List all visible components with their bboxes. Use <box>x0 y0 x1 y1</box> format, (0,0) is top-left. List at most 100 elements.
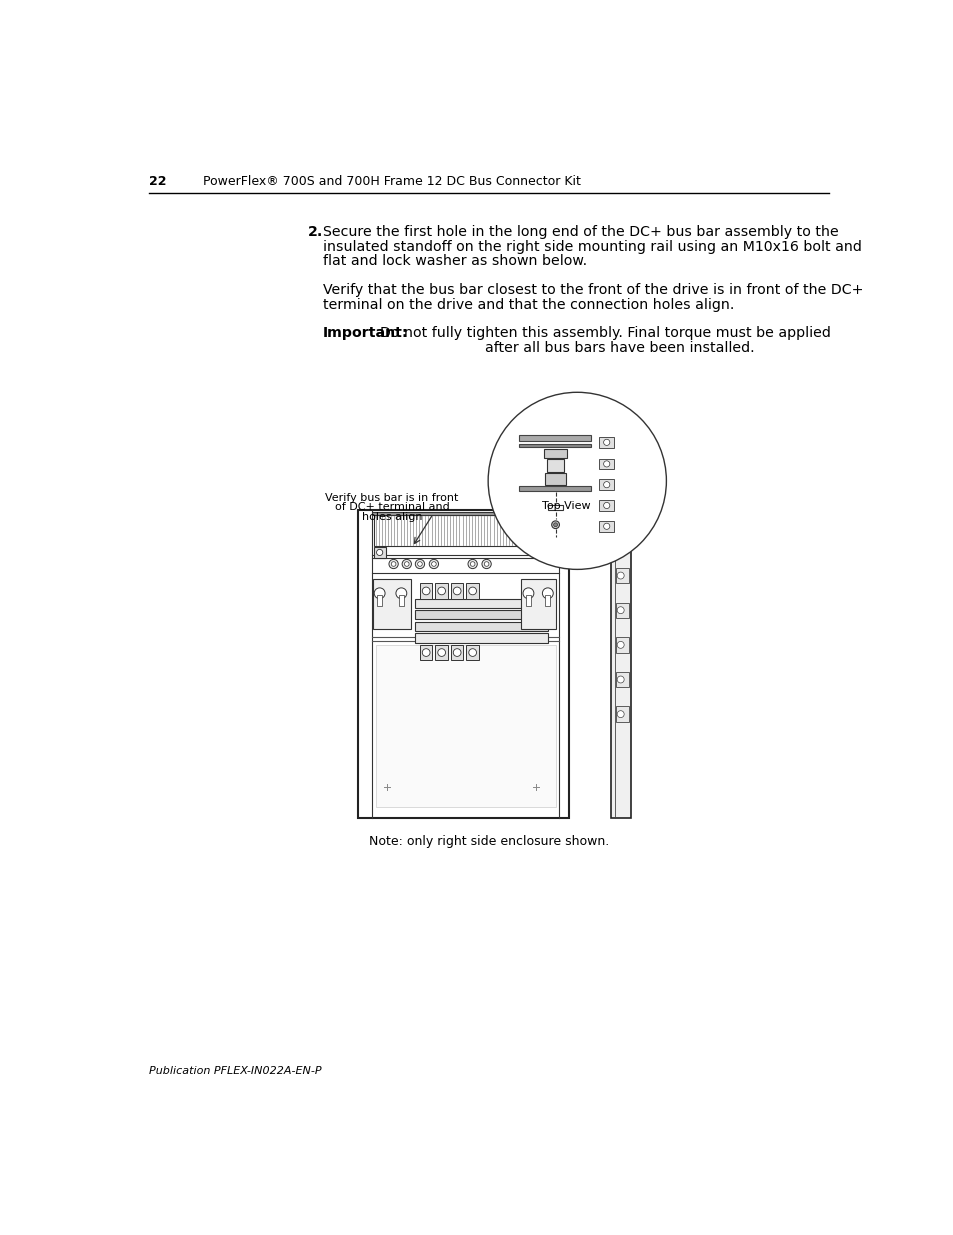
Text: PowerFlex® 700S and 700H Frame 12 DC Bus Connector Kit: PowerFlex® 700S and 700H Frame 12 DC Bus… <box>203 175 580 188</box>
Circle shape <box>551 521 558 529</box>
Circle shape <box>404 562 409 567</box>
Text: flat and lock washer as shown below.: flat and lock washer as shown below. <box>323 254 587 268</box>
Circle shape <box>468 648 476 656</box>
Circle shape <box>374 588 385 599</box>
Text: 2.: 2. <box>308 225 323 240</box>
Circle shape <box>389 559 397 568</box>
Text: 22: 22 <box>149 175 166 188</box>
Circle shape <box>468 587 476 595</box>
Circle shape <box>542 588 553 599</box>
Bar <box>518 487 591 490</box>
Bar <box>419 645 432 661</box>
Circle shape <box>402 559 411 568</box>
Bar <box>616 534 629 548</box>
Bar <box>398 595 403 606</box>
Circle shape <box>603 461 609 467</box>
Circle shape <box>453 587 460 595</box>
Bar <box>543 448 567 458</box>
Bar <box>374 515 557 546</box>
Bar <box>373 579 410 630</box>
Bar <box>415 634 547 642</box>
Circle shape <box>429 559 438 568</box>
Circle shape <box>603 482 609 488</box>
Text: terminal on the drive and that the connection holes align.: terminal on the drive and that the conne… <box>323 298 734 311</box>
Text: Verify bus bar is in front: Verify bus bar is in front <box>325 493 458 503</box>
Circle shape <box>603 524 609 530</box>
Bar <box>466 583 478 599</box>
Bar <box>451 645 463 661</box>
Bar <box>616 637 629 652</box>
Bar <box>372 511 558 515</box>
Bar <box>374 547 385 558</box>
Circle shape <box>468 559 476 568</box>
Circle shape <box>603 503 609 509</box>
Circle shape <box>422 587 430 595</box>
Circle shape <box>617 503 623 510</box>
Bar <box>419 583 432 599</box>
Circle shape <box>437 587 445 595</box>
Bar <box>435 583 447 599</box>
Bar <box>415 610 547 620</box>
Bar <box>415 599 547 608</box>
Bar <box>415 621 547 631</box>
Text: after all bus bars have been installed.: after all bus bars have been installed. <box>484 341 754 354</box>
Bar <box>518 435 591 441</box>
Text: Publication PFLEX-IN022A-EN-P: Publication PFLEX-IN022A-EN-P <box>149 1066 321 1076</box>
Bar <box>611 483 630 818</box>
Circle shape <box>617 572 623 579</box>
Circle shape <box>417 562 422 567</box>
Bar <box>435 645 447 661</box>
Bar <box>616 499 629 514</box>
Bar <box>466 645 478 661</box>
Text: insulated standoff on the right side mounting rail using an M10x16 bolt and: insulated standoff on the right side mou… <box>323 240 862 254</box>
Circle shape <box>470 562 475 567</box>
Circle shape <box>437 648 445 656</box>
Circle shape <box>422 648 430 656</box>
Circle shape <box>617 641 623 648</box>
Circle shape <box>484 562 488 567</box>
Circle shape <box>553 522 557 526</box>
Bar <box>545 595 550 606</box>
Circle shape <box>431 562 436 567</box>
Bar <box>616 706 629 721</box>
Bar <box>598 500 614 511</box>
Text: of DC+ terminal and: of DC+ terminal and <box>335 503 449 513</box>
Bar <box>525 595 530 606</box>
Text: Do not fully tighten this assembly. Final torque must be applied: Do not fully tighten this assembly. Fina… <box>379 326 830 340</box>
Bar <box>520 579 555 630</box>
Bar <box>598 479 614 490</box>
Bar <box>377 595 381 606</box>
Circle shape <box>617 676 623 683</box>
Circle shape <box>603 440 609 446</box>
Bar <box>616 672 629 687</box>
Circle shape <box>391 562 395 567</box>
Circle shape <box>617 710 623 718</box>
Text: Important:: Important: <box>323 326 408 340</box>
Bar <box>518 443 591 447</box>
Circle shape <box>415 559 424 568</box>
Circle shape <box>617 537 623 545</box>
Bar <box>598 458 614 469</box>
Bar <box>547 505 562 510</box>
Circle shape <box>481 559 491 568</box>
Text: holes align: holes align <box>361 511 422 521</box>
Circle shape <box>376 550 382 556</box>
Text: Top View: Top View <box>542 501 591 511</box>
Bar <box>357 510 568 818</box>
Circle shape <box>522 588 534 599</box>
Bar <box>616 603 629 618</box>
Circle shape <box>395 588 406 599</box>
Text: Verify that the bus bar closest to the front of the drive is in front of the DC+: Verify that the bus bar closest to the f… <box>323 283 862 296</box>
Bar <box>544 473 566 484</box>
Bar <box>598 521 614 531</box>
Circle shape <box>488 393 666 569</box>
Circle shape <box>453 648 460 656</box>
Bar <box>598 437 614 448</box>
Bar <box>546 459 563 472</box>
Bar <box>616 568 629 583</box>
Text: Note: only right side enclosure shown.: Note: only right side enclosure shown. <box>369 835 608 848</box>
Bar <box>451 583 463 599</box>
Bar <box>375 645 555 806</box>
Circle shape <box>617 606 623 614</box>
Text: Secure the first hole in the long end of the DC+ bus bar assembly to the: Secure the first hole in the long end of… <box>323 225 838 240</box>
